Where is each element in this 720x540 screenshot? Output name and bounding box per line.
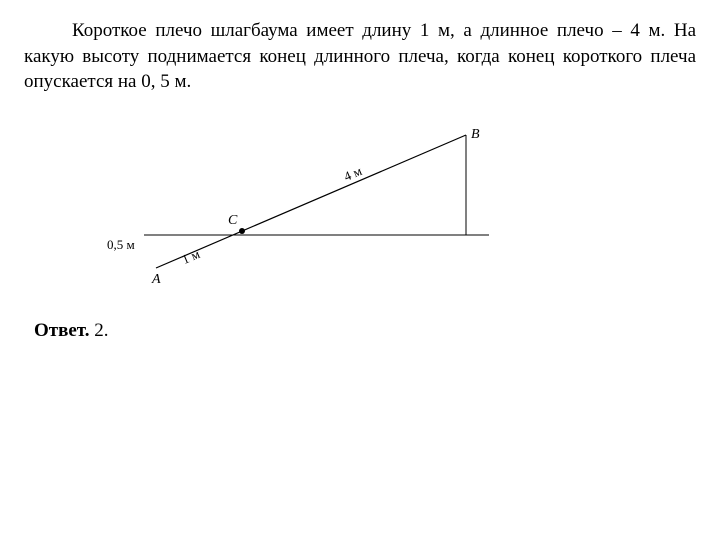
label-05m: 0,5 м — [107, 237, 135, 253]
problem-text: Короткое плечо шлагбаума имеет длину 1 м… — [24, 18, 696, 95]
vertex-a-label: A — [152, 272, 161, 288]
answer-line: Ответ. 2. — [34, 320, 696, 342]
problem-statement: Короткое плечо шлагбаума имеет длину 1 м… — [24, 18, 696, 95]
geometry-diagram: A B C 0,5 м 1 м 4 м — [94, 115, 494, 290]
diagram-svg — [94, 115, 494, 290]
pivot-dot — [239, 228, 245, 234]
vertex-c-label: C — [228, 213, 237, 229]
diagonal-line — [156, 135, 466, 268]
answer-label: Ответ. — [34, 320, 89, 341]
answer-value: 2. — [94, 320, 108, 341]
vertex-b-label: B — [471, 127, 480, 143]
